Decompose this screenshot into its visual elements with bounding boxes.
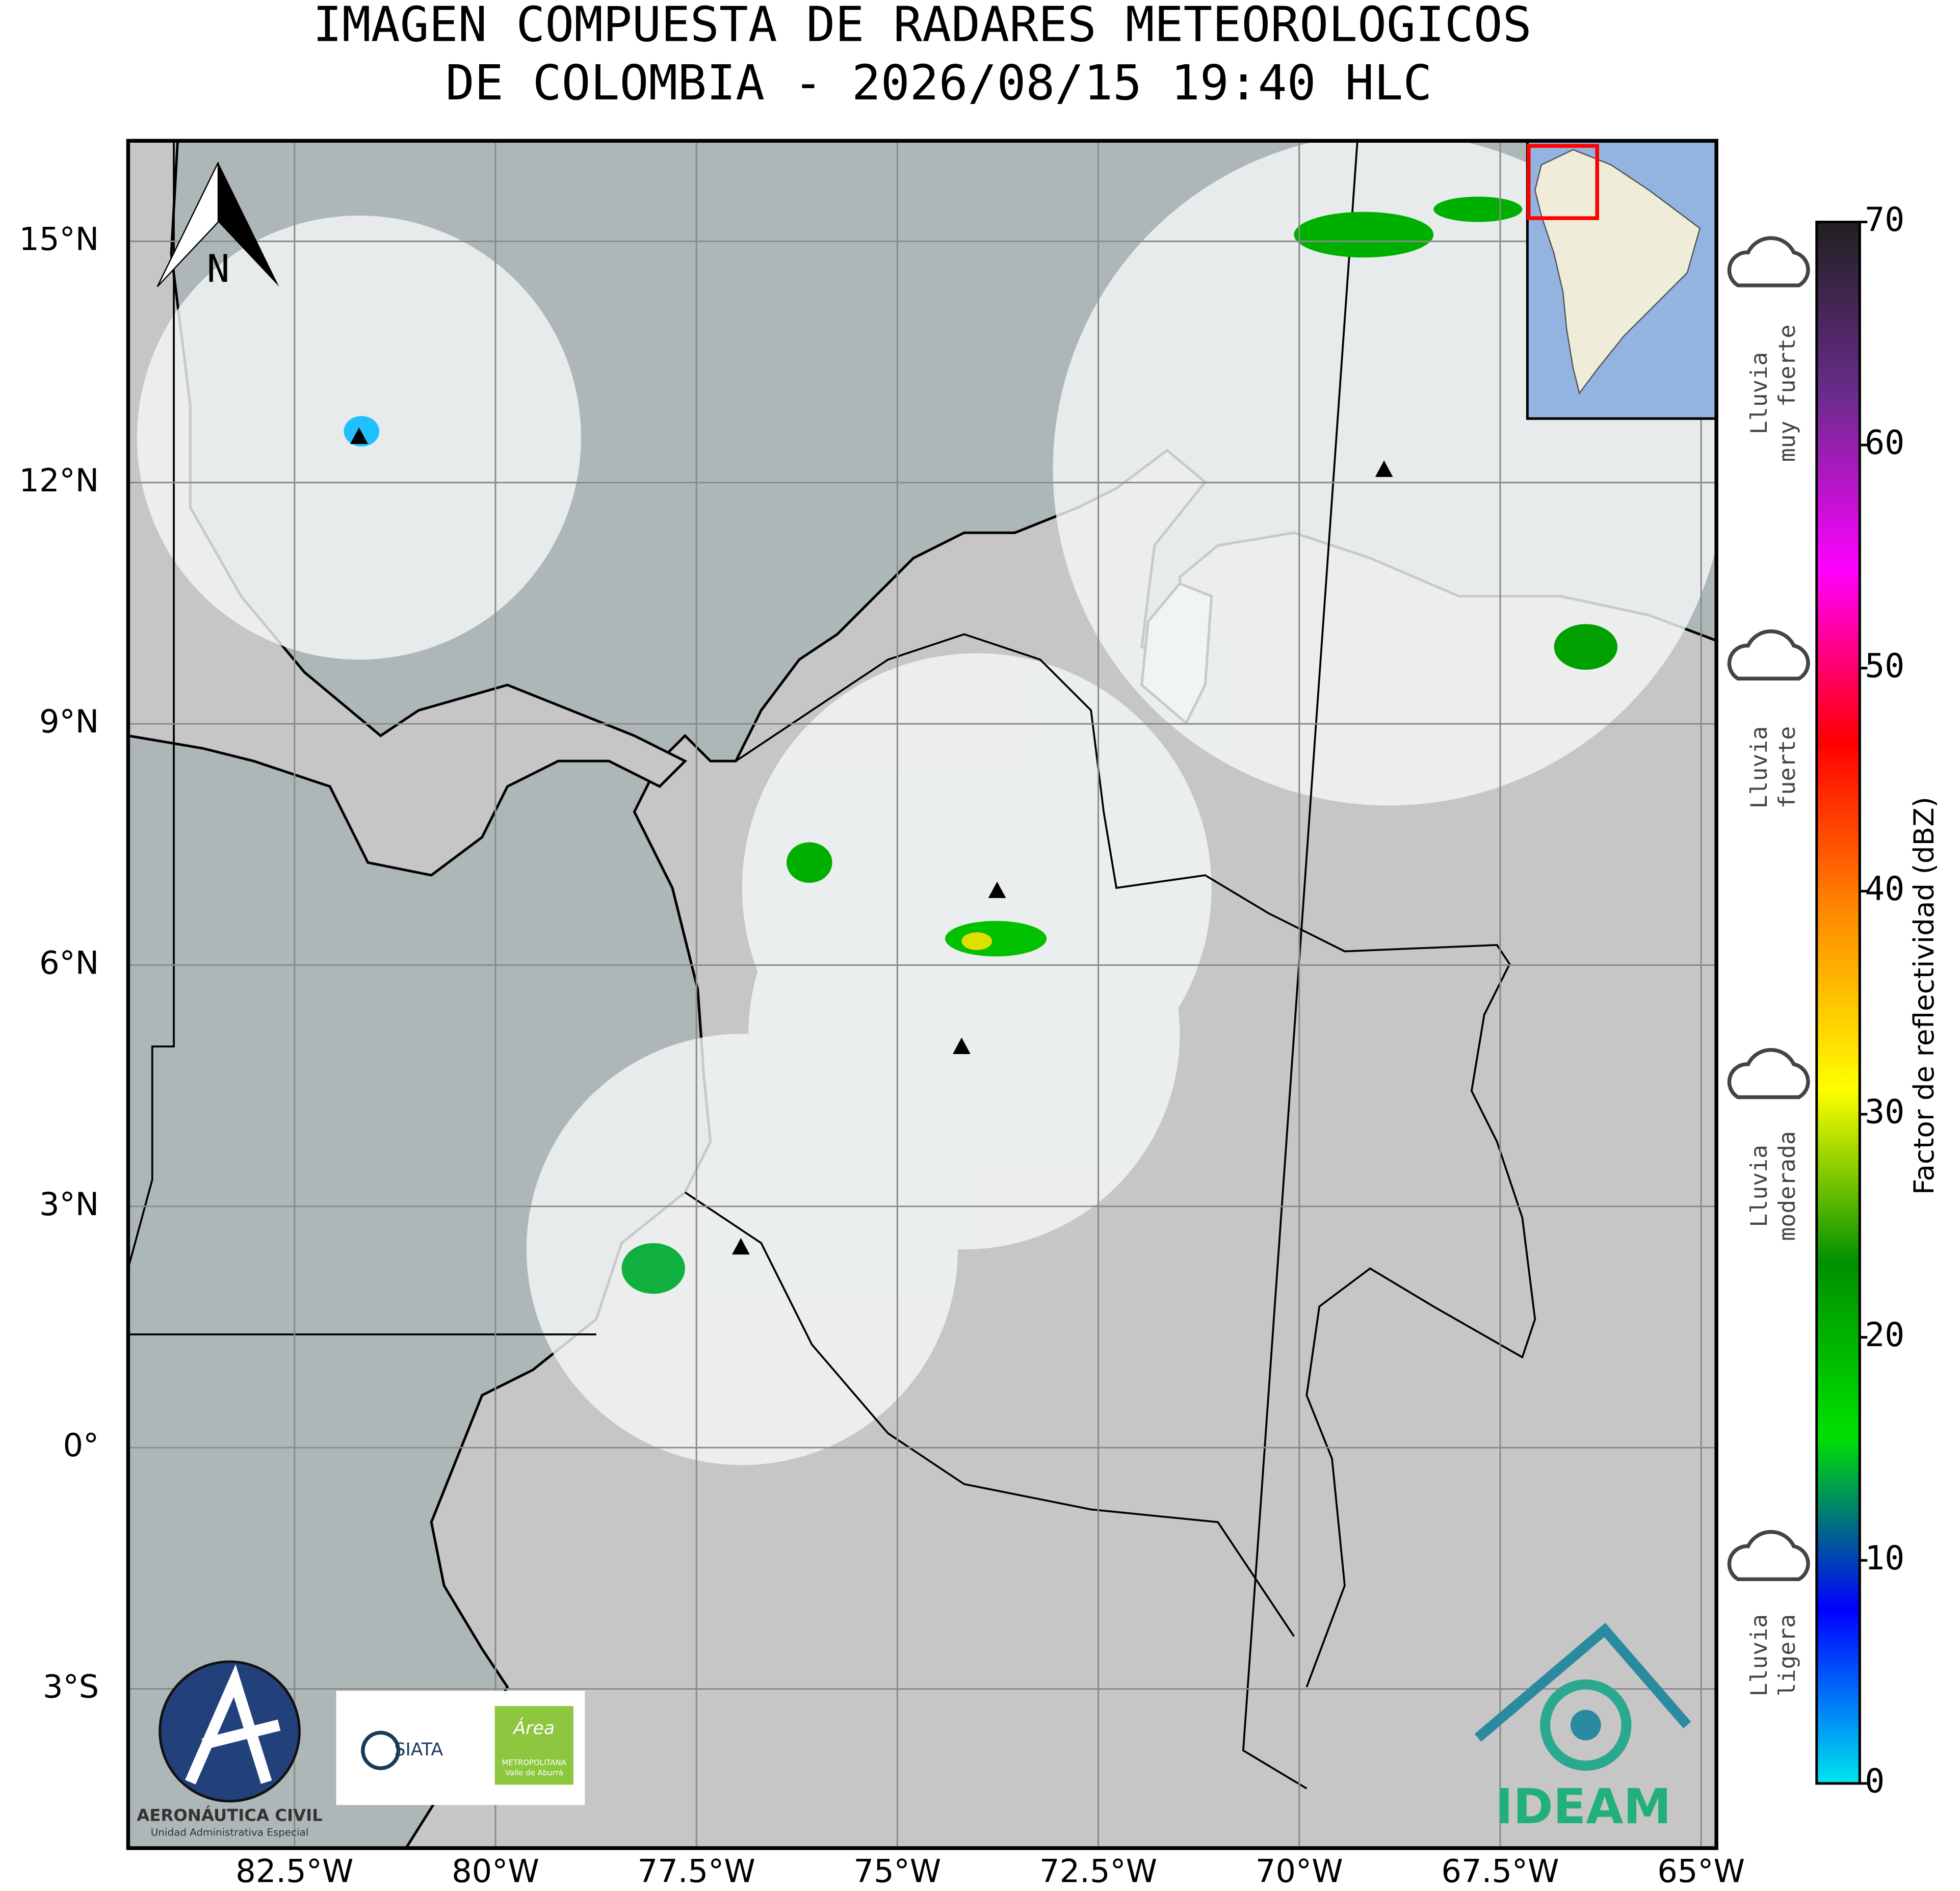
cloud-icon	[1727, 1530, 1810, 1582]
rain-label: ligera	[1773, 1614, 1800, 1697]
cloud-icon	[1727, 1048, 1810, 1099]
x-tick-label: 82.5°W	[236, 1853, 353, 1890]
rain-label: Lluvia	[1745, 352, 1772, 435]
rain-label: Lluvia	[1745, 1145, 1772, 1227]
y-tick-label: 12°N	[19, 462, 99, 499]
rain-label: fuerte	[1773, 726, 1800, 809]
map-frame	[126, 139, 1718, 1850]
x-tick-label: 65°W	[1657, 1853, 1745, 1890]
colorbar-tick-label: 30	[1865, 1093, 1904, 1132]
y-tick-label: 3°N	[39, 1186, 99, 1223]
colorbar-tick-label: 50	[1865, 647, 1904, 685]
colorbar: 0 10 20 30 40 50 60 70 Factor de reflectividad (…	[1815, 201, 1940, 1801]
rain-label: Lluvia	[1745, 726, 1772, 809]
rain-label: Lluvia	[1745, 1614, 1772, 1697]
logo-text: SIATA	[394, 1740, 443, 1760]
borders	[128, 141, 1536, 1790]
rain-label: moderada	[1773, 1131, 1800, 1241]
logo-text: METROPOLITANA	[502, 1758, 566, 1767]
x-tick-label: 80°W	[452, 1853, 539, 1890]
y-tick-label: 3°S	[43, 1668, 99, 1705]
logo-ideam: IDEAM	[1474, 1622, 1691, 1835]
colorbar-label: Factor de reflectividad (dBZ)	[1907, 797, 1940, 1195]
logo-aerocivil: AERONÁUTICA CIVIL Unidad Administrativa …	[137, 1660, 323, 1839]
colorbar-tick-label: 60	[1865, 424, 1904, 462]
logo-text: Unidad Administrativa Especial	[151, 1827, 308, 1839]
y-tick-label: 15°N	[19, 221, 99, 258]
logo-text: Valle de Aburrá	[505, 1768, 563, 1777]
cloud-icon	[1727, 236, 1810, 287]
radar-sites	[350, 427, 1393, 1255]
cloud-icon	[1727, 629, 1810, 681]
colorbar-scale	[1815, 221, 1861, 1785]
colorbar-tick-label: 10	[1865, 1539, 1904, 1578]
title-line-1: IMAGEN COMPUESTA DE RADARES METEOROLOGIC…	[313, 0, 1532, 53]
map-area	[128, 141, 1717, 1848]
x-tick-label: 77.5°W	[638, 1853, 755, 1890]
logo-text: AERONÁUTICA CIVIL	[137, 1806, 322, 1825]
colorbar-tick-label: 40	[1865, 870, 1904, 908]
colorbar-tick-label: 0	[1865, 1763, 1885, 1801]
colorbar-tick-label: 70	[1865, 201, 1904, 239]
logo-text: IDEAM	[1495, 1779, 1671, 1835]
x-tick-label: 70°W	[1256, 1853, 1343, 1890]
logo-siata: SIATA Área METROPOLITANA Valle de Aburrá	[336, 1691, 585, 1805]
north-label: N	[207, 247, 230, 291]
x-tick-label: 67.5°W	[1441, 1853, 1559, 1890]
y-tick-label: 0°	[63, 1427, 99, 1464]
x-tick-label: 75°W	[854, 1853, 942, 1890]
north-arrow: N	[156, 162, 279, 291]
y-tick-label: 9°N	[39, 703, 99, 740]
y-tick-label: 6°N	[39, 944, 99, 982]
colorbar-tick-label: 20	[1865, 1316, 1904, 1354]
logo-text: Área	[512, 1717, 555, 1739]
inset-map	[1526, 141, 1717, 420]
title-line-2: DE COLOMBIA - 2026/08/15 19:40 HLC	[446, 55, 1432, 111]
rain-label: muy fuerte	[1773, 325, 1800, 462]
x-tick-label: 72.5°W	[1039, 1853, 1157, 1890]
